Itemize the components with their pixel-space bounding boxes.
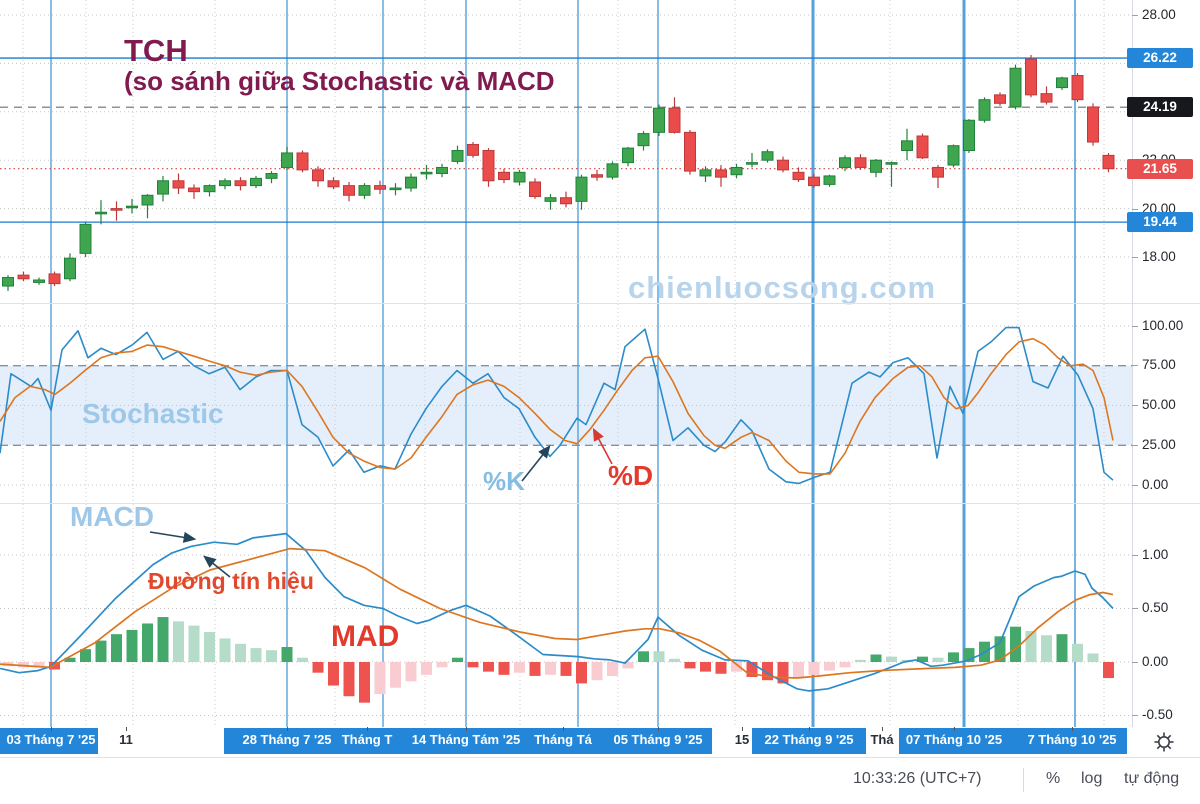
price-axis-separator [1132,0,1133,757]
time-axis-label: 11 [119,732,133,747]
time-axis-tick [742,727,743,731]
time-axis-label: 03 Tháng 7 '25 [6,732,96,747]
axis-price-label: 0.50 [1142,600,1169,615]
time-axis-tick [367,727,368,731]
signal-line-label: Đường tín hiệu [148,568,314,594]
axis-tick-mark [1132,554,1138,556]
time-axis-tick [563,727,564,731]
percent-scale-button[interactable]: % [1046,770,1061,787]
axis-tick-mark [1132,404,1138,406]
time-axis-highlight-segment [752,728,866,754]
axis-tick-mark [1132,208,1138,210]
time-axis-tick [287,727,288,731]
gear-icon[interactable] [1152,730,1176,754]
price-badge-dark: 24.19 [1127,97,1193,117]
toolbar-divider [0,757,1200,758]
clock-display[interactable]: 10:33:26 (UTC+7) [853,770,982,787]
time-axis-highlight-segment [899,728,1127,754]
panel-divider-1[interactable] [0,303,1200,304]
axis-price-label: 100.00 [1142,318,1184,333]
axis-price-label: 18.00 [1142,249,1176,264]
panel-divider-2[interactable] [0,503,1200,504]
price-badge-blue: 19.44 [1127,212,1193,232]
time-axis-tick [658,727,659,731]
time-axis-tick [882,727,883,731]
price-scale-axis[interactable]: 28.0022.0020.0018.00100.0075.0050.0025.0… [1127,0,1200,757]
time-axis-label: 07 Tháng 10 '25 [905,732,1003,747]
bottom-toolbar: 10:33:26 (UTC+7) % log tự động [0,758,1200,804]
time-axis-highlight-segment [0,728,98,754]
log-scale-button[interactable]: log [1081,770,1103,787]
price-badge-blue: 26.22 [1127,48,1193,68]
chart-subtitle: (so sánh giữa Stochastic và MACD [124,66,555,96]
axis-tick-mark [1132,256,1138,258]
time-axis-label: Tháng Tá [534,732,592,747]
time-axis-tick [954,727,955,731]
time-axis-label: 14 Tháng Tám '25 [411,732,521,747]
candlestick-chart-pane[interactable] [0,0,1132,727]
axis-price-label: 0.00 [1142,477,1169,492]
axis-tick-mark [1132,325,1138,327]
axis-tick-mark [1132,661,1138,663]
watermark: chienluocsong.com [628,270,937,305]
axis-price-label: 50.00 [1142,397,1176,412]
time-axis-label: 22 Tháng 9 '25 [764,732,854,747]
toolbar-divider-line [1023,768,1024,792]
time-axis-tick [466,727,467,731]
symbol-title: TCH [124,33,188,68]
stochastic-panel-label: Stochastic [82,398,224,429]
time-axis-tick [126,727,127,731]
axis-price-label: 25.00 [1142,437,1176,452]
macd-panel-label: MACD [70,501,154,532]
mad-histogram-label: MAD [331,620,400,653]
axis-tick-mark [1132,364,1138,366]
time-axis-label: Thá [870,732,894,747]
percent-d-label: %D [608,460,654,491]
axis-tick-mark [1132,484,1138,486]
time-axis-tick [809,727,810,731]
time-scale-axis[interactable]: 03 Tháng 7 '25 11 28 Tháng 7 '25 Tháng T 14 … [0,727,1200,757]
auto-scale-button[interactable]: tự động [1124,770,1180,787]
time-axis-label: 15 [734,732,750,747]
axis-price-label: -0.50 [1142,707,1173,722]
time-axis-tick [1072,727,1073,731]
time-axis-tick [51,727,52,731]
time-axis-highlight-segment [224,728,712,754]
price-badge-red: 21.65 [1127,159,1193,179]
axis-price-label: 1.00 [1142,547,1169,562]
axis-tick-mark [1132,14,1138,16]
axis-tick-mark [1132,714,1138,716]
time-axis-label: Tháng T [341,732,393,747]
axis-price-label: 28.00 [1142,7,1176,22]
time-axis-label: 7 Tháng 10 '25 [1027,732,1117,747]
axis-price-label: 0.00 [1142,654,1169,669]
axis-tick-mark [1132,444,1138,446]
percent-k-label: %K [483,466,525,496]
axis-tick-mark [1132,607,1138,609]
time-axis-label: 05 Tháng 9 '25 [613,732,703,747]
axis-price-label: 75.00 [1142,357,1176,372]
time-axis-label: 28 Tháng 7 '25 [242,732,332,747]
